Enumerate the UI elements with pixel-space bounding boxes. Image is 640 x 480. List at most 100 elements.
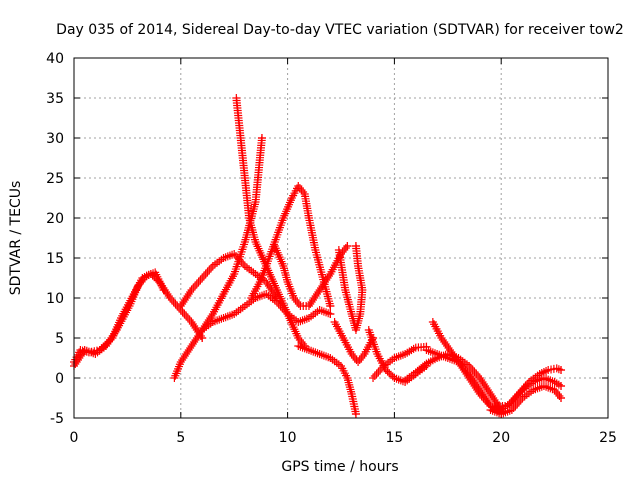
data-point	[272, 298, 281, 306]
series-track-19	[497, 374, 566, 414]
data-point	[198, 274, 207, 282]
data-point	[513, 392, 522, 400]
data-point	[192, 280, 201, 288]
data-point	[477, 392, 486, 400]
data-point	[511, 402, 520, 410]
data-point	[326, 310, 335, 318]
y-tick-label: 20	[46, 211, 64, 227]
data-point	[507, 406, 516, 414]
data-point	[230, 250, 239, 258]
data-series	[70, 94, 566, 418]
plot-frame	[73, 57, 609, 419]
data-point	[351, 410, 360, 418]
series-track-8	[270, 242, 352, 310]
data-point	[237, 258, 246, 266]
data-point	[189, 284, 198, 292]
data-point	[482, 398, 491, 406]
data-point	[516, 388, 525, 396]
data-point	[481, 396, 490, 404]
series-track-3	[170, 134, 266, 382]
data-point	[557, 382, 566, 390]
data-point	[205, 266, 214, 274]
data-point	[180, 310, 189, 318]
data-point	[199, 272, 208, 280]
y-tick-label: 25	[46, 171, 64, 187]
x-tick-label: 20	[492, 430, 510, 446]
y-tick-label: 40	[46, 51, 64, 67]
data-point	[557, 366, 566, 374]
series-track-7	[198, 290, 335, 334]
data-point	[554, 365, 563, 374]
series-track-9	[294, 342, 360, 418]
data-point	[515, 398, 523, 406]
data-point	[201, 270, 210, 278]
data-point	[479, 394, 488, 402]
series-track-2	[70, 268, 168, 370]
data-point	[196, 276, 205, 284]
data-point	[194, 278, 203, 286]
x-tick-label: 10	[279, 430, 297, 446]
data-point	[515, 390, 523, 398]
data-point	[166, 294, 175, 302]
data-point	[235, 256, 244, 264]
chart-title: Day 035 of 2014, Sidereal Day-to-day VTE…	[56, 22, 624, 38]
data-point	[274, 300, 283, 308]
data-point	[507, 398, 516, 406]
data-point	[159, 286, 168, 294]
data-point	[171, 300, 180, 308]
x-tick-label: 15	[385, 430, 403, 446]
y-axis-title: SDTVAR / TECUs	[8, 181, 24, 296]
series-track-4	[232, 94, 309, 350]
data-point	[341, 244, 350, 252]
data-point	[343, 242, 352, 250]
data-point	[169, 298, 178, 306]
data-point	[203, 268, 212, 276]
data-point	[239, 260, 248, 268]
data-point	[465, 362, 474, 370]
data-point	[191, 282, 200, 290]
y-tick-label: 15	[46, 251, 64, 267]
data-point	[280, 306, 289, 314]
x-tick-label: 0	[70, 430, 79, 446]
data-point	[516, 396, 525, 404]
data-point	[178, 308, 187, 316]
data-point	[513, 400, 522, 408]
data-point	[511, 394, 520, 402]
x-tick-label: 25	[599, 430, 617, 446]
data-point	[509, 404, 518, 412]
y-tick-label: 35	[46, 91, 64, 107]
data-point	[370, 372, 379, 380]
x-tick-label: 5	[176, 430, 185, 446]
data-point	[468, 366, 477, 374]
data-point	[183, 314, 192, 322]
data-point	[374, 368, 383, 376]
data-point	[187, 286, 196, 294]
data-point	[372, 370, 381, 378]
data-point	[509, 396, 518, 404]
data-point	[281, 308, 290, 316]
data-point	[358, 352, 367, 360]
data-point	[472, 370, 481, 378]
data-point	[207, 264, 216, 272]
y-tick-label: 10	[46, 291, 64, 307]
data-point	[294, 300, 303, 308]
tick-labels: 0 5 10 15 20 25 -5 0 5 10 15 20 25 30 35 40	[46, 51, 617, 446]
data-point	[475, 390, 484, 398]
data-point	[233, 254, 242, 262]
data-point	[470, 368, 479, 376]
data-point	[299, 188, 308, 196]
data-point	[369, 374, 378, 382]
data-point	[111, 328, 120, 336]
data-point	[466, 364, 475, 372]
y-tick-label: -5	[50, 411, 64, 427]
data-point	[276, 302, 285, 310]
data-point	[326, 302, 335, 310]
data-point	[557, 394, 566, 402]
data-point	[324, 272, 333, 280]
series-track-10	[334, 242, 367, 334]
data-point	[257, 134, 266, 142]
x-axis-title: GPS time / hours	[281, 459, 398, 475]
y-tick-label: 30	[46, 131, 64, 147]
y-tick-label: 5	[55, 331, 64, 347]
